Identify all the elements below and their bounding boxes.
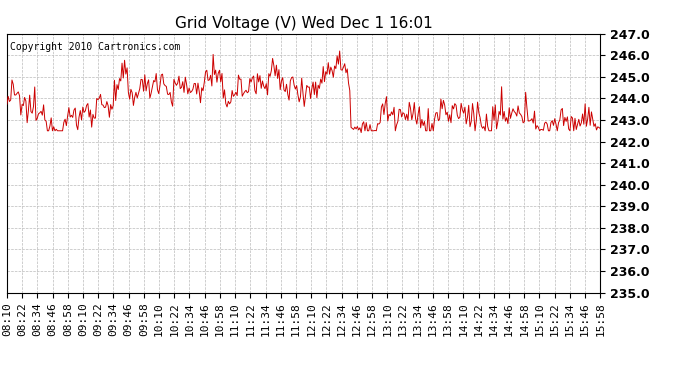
- Text: Copyright 2010 Cartronics.com: Copyright 2010 Cartronics.com: [10, 42, 180, 51]
- Title: Grid Voltage (V) Wed Dec 1 16:01: Grid Voltage (V) Wed Dec 1 16:01: [175, 16, 433, 31]
